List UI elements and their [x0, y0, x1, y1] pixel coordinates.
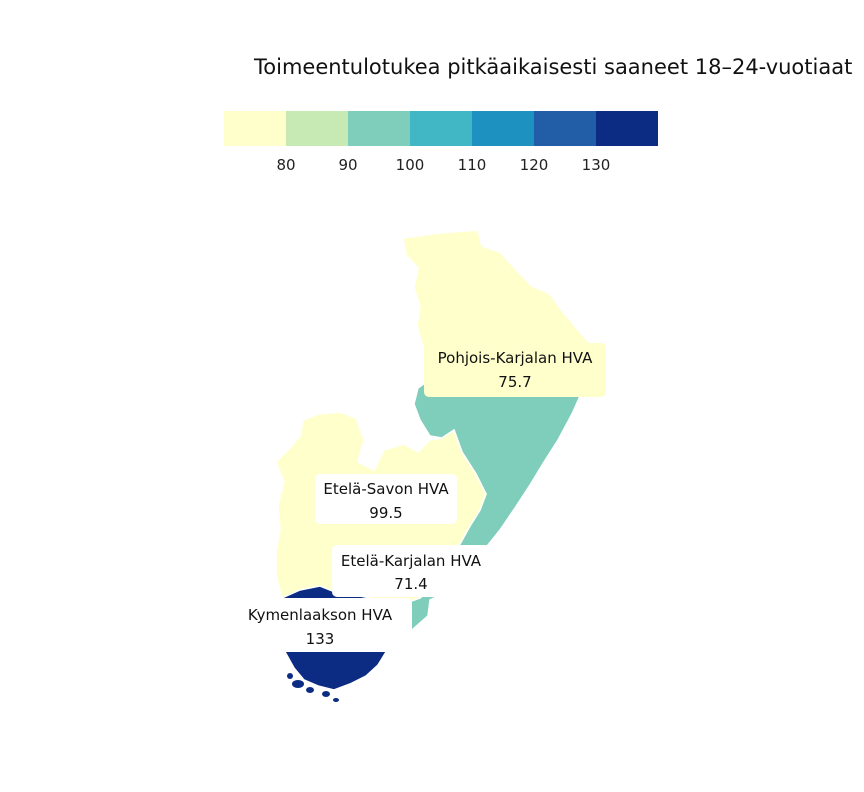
region-value: 133 — [306, 630, 335, 648]
legend-tick-label: 80 — [276, 156, 295, 174]
legend-swatch — [410, 111, 472, 146]
legend-swatch — [472, 111, 534, 146]
region-name: Pohjois-Karjalan HVA — [438, 349, 593, 367]
legend-tick-label: 100 — [396, 156, 425, 174]
region-value: 99.5 — [369, 504, 402, 522]
legend-tick-label: 110 — [458, 156, 487, 174]
region-value: 71.4 — [394, 575, 427, 593]
legend-swatch — [286, 111, 348, 146]
label-kymenlaakso: Kymenlaakson HVA 133 — [248, 598, 412, 652]
label-etela-karjala: Etelä-Karjalan HVA 71.4 — [332, 545, 490, 597]
label-pohjois-karjala: Pohjois-Karjalan HVA 75.7 — [424, 343, 606, 397]
region-name: Kymenlaakson HVA — [248, 606, 393, 624]
legend-tick-label: 130 — [582, 156, 611, 174]
kymenlaakso-islands — [287, 673, 339, 702]
region-name: Etelä-Savon HVA — [323, 480, 449, 498]
label-etela-savo: Etelä-Savon HVA 99.5 — [315, 474, 457, 524]
color-legend: 80 90 100 110 120 130 — [224, 111, 658, 174]
legend-swatch — [596, 111, 658, 146]
legend-tick-label: 90 — [338, 156, 357, 174]
legend-swatch — [348, 111, 410, 146]
legend-tick-label: 120 — [520, 156, 549, 174]
legend-swatch — [224, 111, 286, 146]
region-name: Etelä-Karjalan HVA — [341, 552, 482, 570]
map-title: Toimeentulotukea pitkäaikaisesti saaneet… — [254, 55, 853, 79]
legend-swatch — [534, 111, 596, 146]
region-value: 75.7 — [498, 373, 531, 391]
